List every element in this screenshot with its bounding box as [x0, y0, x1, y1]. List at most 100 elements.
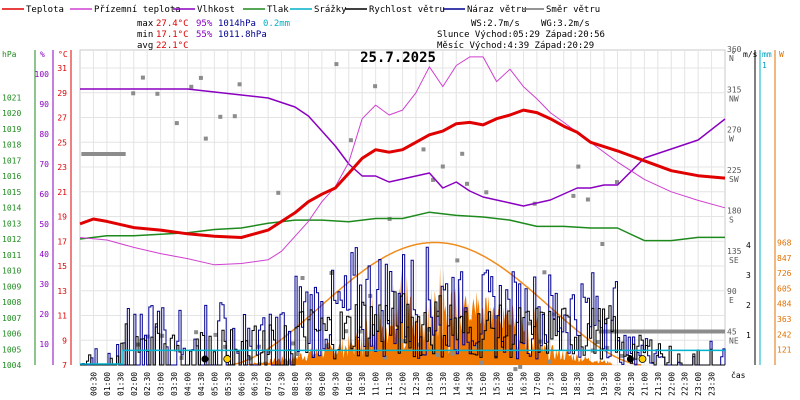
- x-axis-tick: 22:30: [681, 372, 690, 396]
- x-axis-tick: 20:30: [627, 372, 636, 396]
- wind-direction-mark: [203, 136, 208, 141]
- wind-direction-mark: [474, 344, 479, 349]
- axis-tick-ms: 2: [746, 301, 751, 310]
- wind-direction-mark: [189, 84, 194, 89]
- wind-direction-mark: [397, 338, 402, 343]
- x-axis-tick: 18:30: [573, 372, 582, 396]
- stat-min-hum: 55%: [196, 30, 213, 40]
- x-axis-tick: 18:00: [560, 372, 569, 396]
- axis-tick-celsius: 23: [57, 163, 67, 172]
- axis-tick-hpa: 1019: [2, 125, 21, 134]
- axis-tick-celsius: 25: [57, 138, 67, 147]
- axis-tick-celsius: 31: [57, 64, 67, 73]
- axis-tick-hpa: 1005: [2, 345, 21, 354]
- wind-direction-mark: [295, 352, 300, 356]
- grid: [79, 49, 726, 366]
- axis-tick-ms: 3: [746, 271, 751, 280]
- axis-tick-celsius: 7: [62, 361, 67, 370]
- wind-direction-mark: [402, 339, 407, 343]
- wind-direction-mark: [585, 197, 590, 202]
- wind-direction-mark: [436, 352, 440, 357]
- axis-unit-percent: %: [40, 50, 45, 59]
- sun-rise-marker: [223, 355, 232, 363]
- wind-direction-mark: [232, 114, 237, 119]
- wind-direction-mark: [619, 353, 624, 358]
- x-axis-tick: 19:00: [587, 372, 596, 396]
- axis-tick-wm2: 847: [777, 254, 792, 263]
- axis-tick-hpa: 1014: [2, 204, 21, 213]
- axis-tick-direction: 225: [727, 166, 742, 175]
- wind-direction-mark: [382, 355, 387, 360]
- axis-tick-direction-label: SE: [729, 256, 739, 265]
- x-axis-tick: 03:00: [157, 372, 166, 396]
- legend-label: Srážky: [314, 5, 347, 15]
- ground-temperature-line: [79, 56, 726, 266]
- axis-tick-direction-label: E: [729, 296, 734, 305]
- axis-tick-direction-label: N: [729, 54, 734, 63]
- legend-label: Přízemní teplota: [94, 5, 181, 15]
- x-axis-tick: 05:30: [224, 372, 233, 396]
- x-axis-tick: 16:00: [506, 372, 515, 396]
- axis-tick-celsius: 29: [57, 89, 67, 98]
- axis-tick-percent: 90: [39, 100, 49, 109]
- chart-title: 25.7.2025: [360, 50, 436, 66]
- axis-tick-hpa: 1006: [2, 330, 21, 339]
- wind-direction-mark: [290, 341, 295, 346]
- stat-max-press: 1014hPa: [218, 19, 256, 29]
- axis-tick-percent: 100: [35, 70, 50, 79]
- moon-rise-marker: [201, 355, 209, 363]
- wind-direction-mark: [198, 75, 203, 80]
- stat-max-rain: 0.2mm: [263, 19, 290, 29]
- axis-unit-degree: °: [731, 50, 736, 59]
- legend-label: Rychlost větru: [369, 5, 445, 15]
- axis-tick-direction: 45: [727, 328, 737, 337]
- x-axis-tick: 13:30: [439, 372, 448, 396]
- info-sun: Slunce Východ:05:29 Západ:20:56: [437, 30, 605, 40]
- x-axis-tick: 01:00: [103, 372, 112, 396]
- axis-tick-wm2: 242: [777, 330, 792, 339]
- axis-tick-hpa: 1017: [2, 156, 21, 165]
- axis-tick-hpa: 1004: [2, 361, 21, 370]
- x-axis-tick: 22:00: [667, 372, 676, 396]
- temperature-line: [79, 108, 726, 239]
- axis-tick-direction-label: NE: [729, 337, 739, 346]
- wind-direction-mark: [155, 91, 160, 96]
- x-axis-tick: 00:30: [89, 372, 98, 396]
- x-axis-tick: 12:00: [399, 372, 408, 396]
- wind-direction-mark: [348, 138, 353, 143]
- axis-tick-percent: 30: [39, 280, 49, 289]
- axis-tick-hpa: 1010: [2, 267, 21, 276]
- x-axis-tick: 04:00: [184, 372, 193, 396]
- wind-direction-mark: [213, 332, 218, 337]
- stat-min-press: 1011.8hPa: [218, 30, 267, 40]
- axis-tick-hpa: 1009: [2, 282, 21, 291]
- info-moon: Měsíc Východ:4:39 Západ:20:29: [437, 41, 594, 51]
- wind-direction-mark: [194, 330, 199, 335]
- wind-direction-mark: [145, 334, 150, 339]
- x-axis-tick: 07:30: [278, 372, 287, 396]
- axis-tick-percent: 20: [39, 310, 49, 319]
- axis-tick-wm2: 968: [777, 239, 792, 248]
- axis-unit-ms: m/s: [743, 50, 758, 59]
- axis-tick-celsius: 27: [57, 114, 67, 123]
- x-axis-tick: 10:00: [345, 372, 354, 396]
- wind-direction-mark: [552, 312, 557, 317]
- axis-tick-direction: 270: [727, 126, 742, 135]
- axis-tick-direction-label: SW: [729, 175, 739, 184]
- x-axis-tick: 11:00: [372, 372, 381, 396]
- x-axis-tick: 10:30: [358, 372, 367, 396]
- x-axis-tick: 11:30: [385, 372, 394, 396]
- x-axis-tick: 15:00: [479, 372, 488, 396]
- stat-min-label: min: [137, 30, 153, 40]
- rain-cumulative-line: [80, 349, 725, 365]
- wind-direction-mark: [416, 342, 421, 347]
- axis-unit-wm2: W: [779, 50, 784, 59]
- axis-unit-celsius: °C: [58, 50, 68, 59]
- axis-tick-hpa: 1008: [2, 298, 21, 307]
- x-axis-tick: 03:30: [170, 372, 179, 396]
- x-axis-tick: 05:00: [210, 372, 219, 396]
- x-axis-tick: 09:30: [331, 372, 340, 396]
- legend-label: Tlak: [267, 5, 289, 15]
- wind-direction-mark: [324, 343, 329, 348]
- wind-direction-mark: [595, 340, 600, 344]
